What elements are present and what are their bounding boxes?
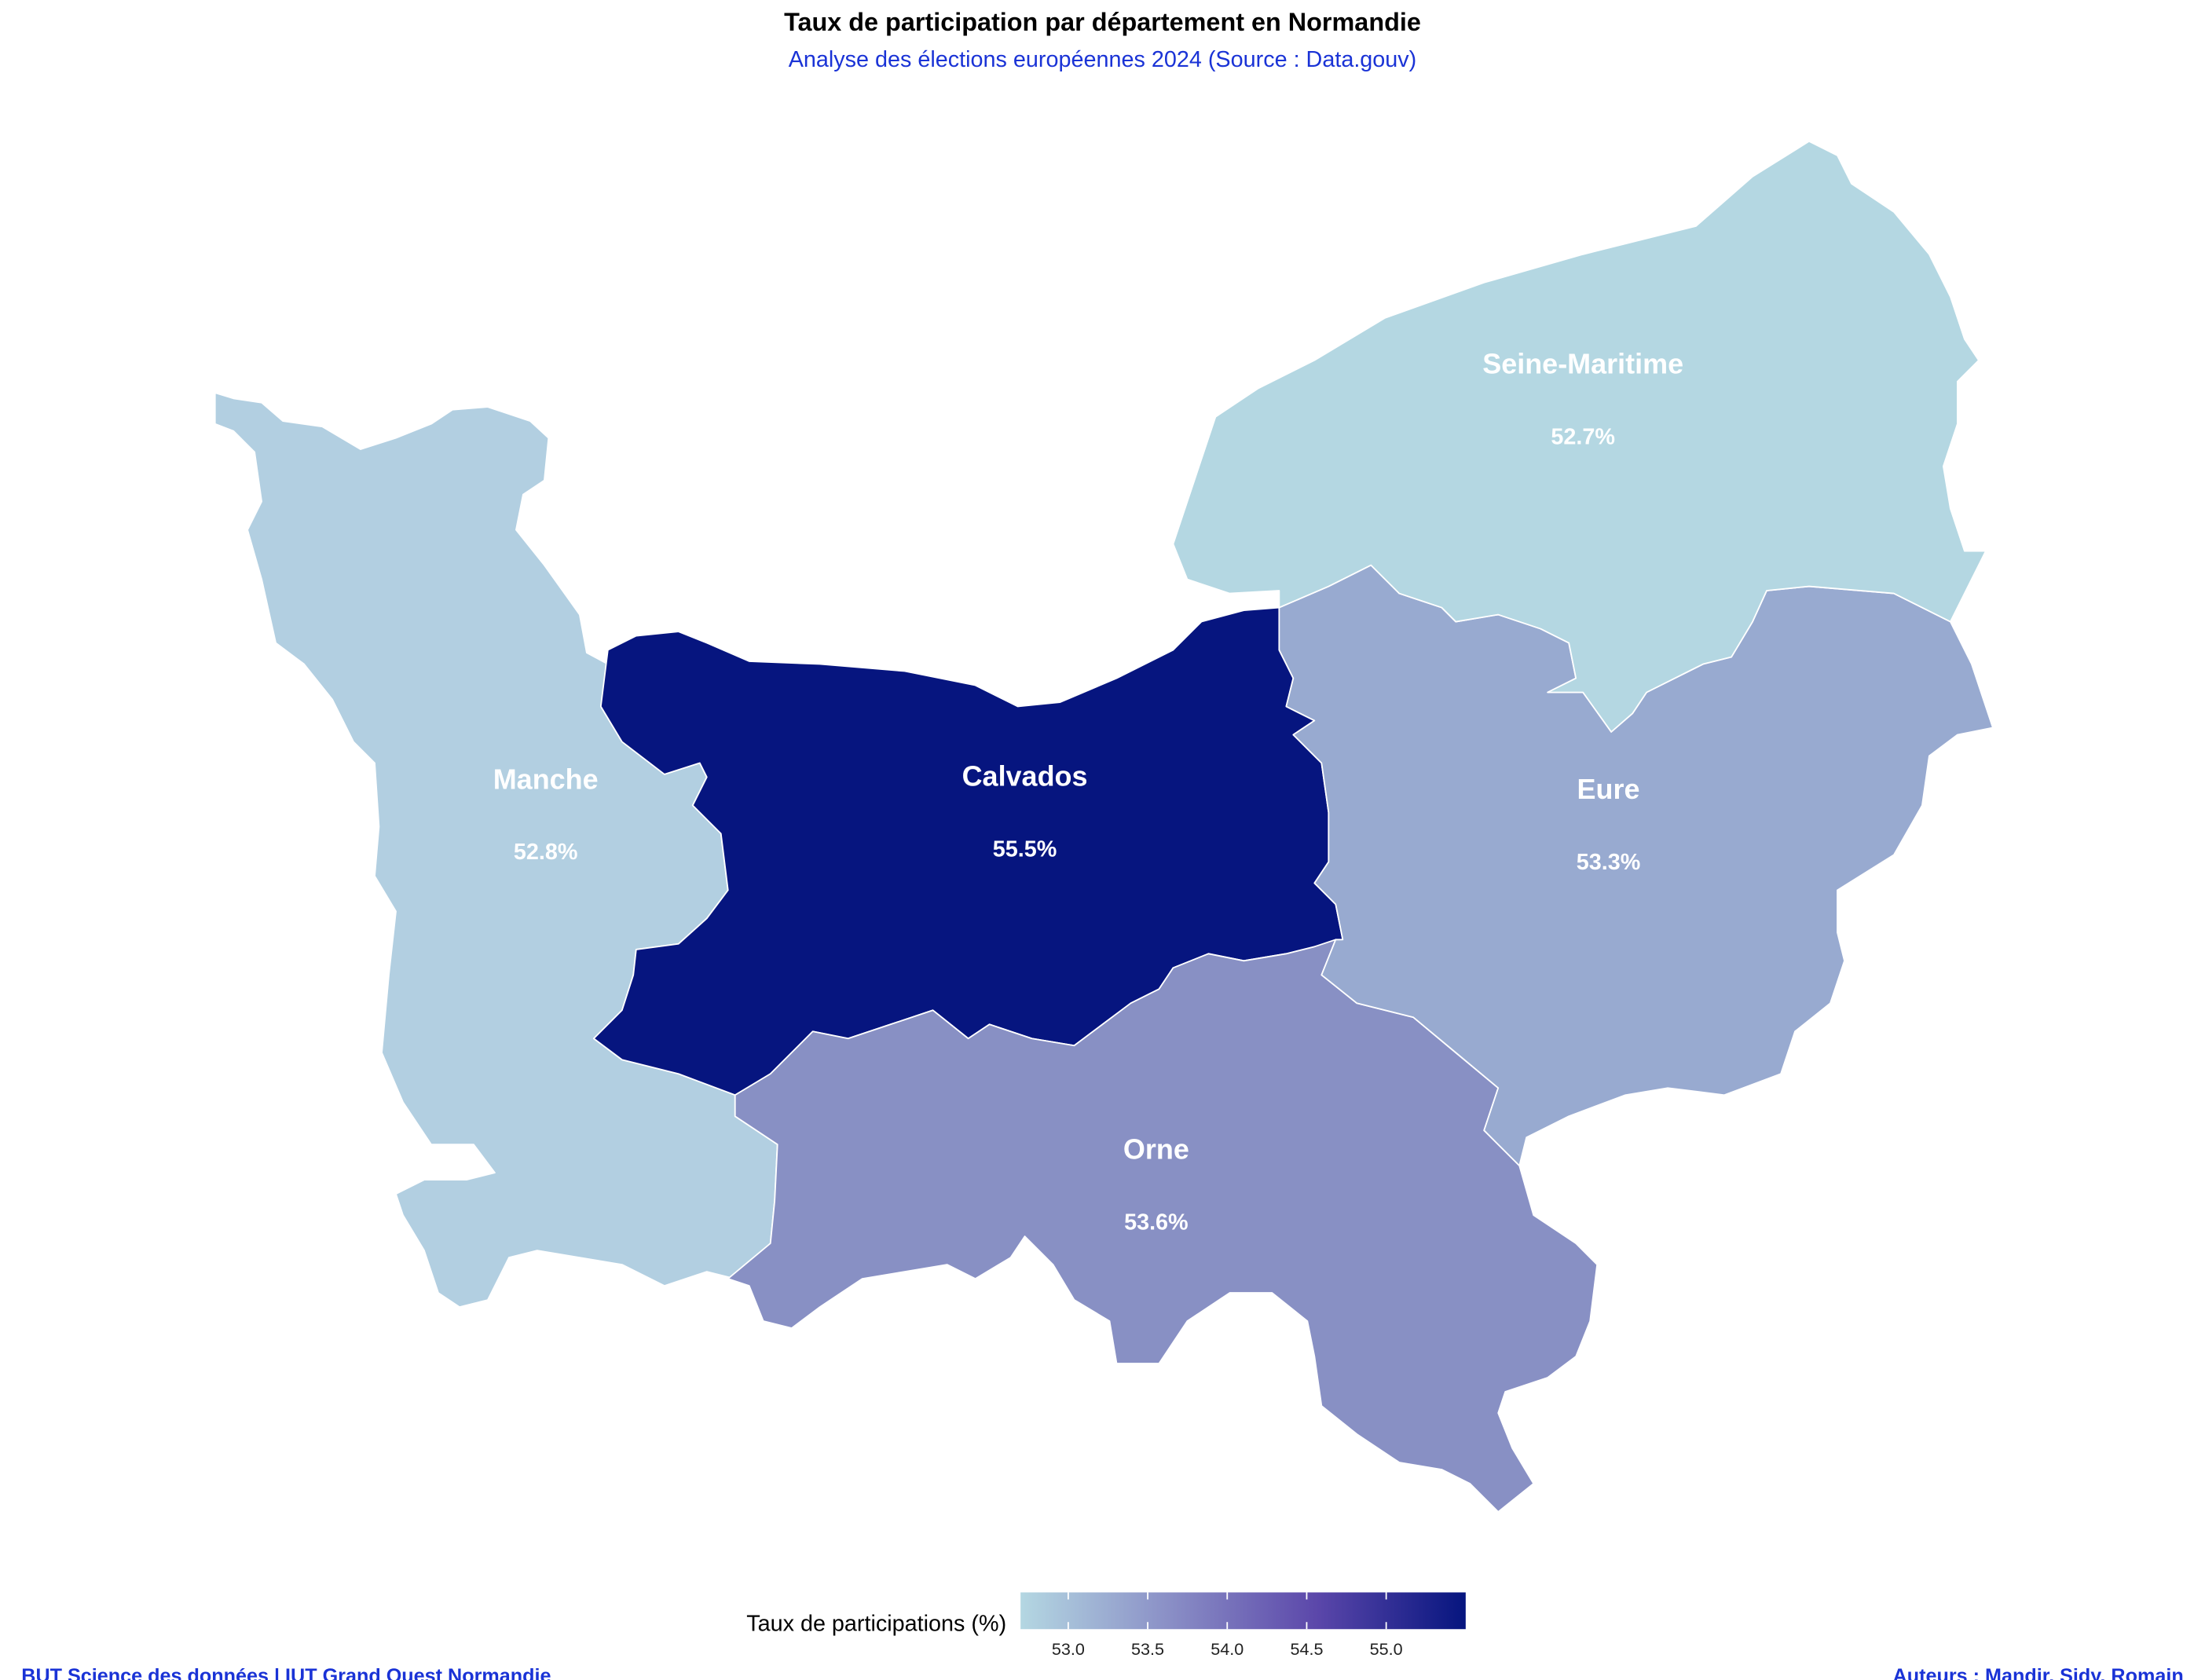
region-name: Calvados [962,760,1088,792]
region [214,392,778,1308]
region-value: 52.8% [514,840,578,865]
colorbar-tick-label: 53.0 [1052,1639,1085,1659]
region-name: Eure [1577,773,1640,805]
caption-right: Auteurs : Mandir, Sidy, Romain [1893,1665,2184,1680]
region [727,939,1599,1513]
colorbar [1020,1592,1466,1630]
colorbar-tick-label: 53.5 [1131,1639,1164,1659]
region-value: 52.7% [1551,424,1615,449]
legend-title: Taux de participations (%) [746,1611,1006,1636]
region-value: 55.5% [993,837,1057,862]
chart-subtitle: Analyse des élections européennes 2024 (… [789,47,1417,72]
colorbar-tick-label: 55.0 [1370,1639,1403,1659]
colorbar-tick-label: 54.5 [1290,1639,1323,1659]
region-labels: Manche 52.8% Calvados 55.5% Orne 53.6% Eure 53.… [493,347,1683,1235]
region-name: Orne [1123,1133,1189,1166]
region [1172,140,1987,733]
region-value: 53.6% [1124,1210,1189,1235]
colorbar-ticks: 53.0 53.5 54.0 54.5 55.0 [1052,1592,1403,1659]
region-name: Seine-Maritime [1482,347,1683,379]
region-value: 53.3% [1577,850,1641,875]
caption-left: BUT Science des données | IUT Grand Oues… [21,1665,551,1680]
colorbar-tick-label: 54.0 [1211,1639,1244,1659]
regions [214,140,1994,1513]
chart-title: Taux de participation par département en… [784,8,1421,36]
region-name: Manche [493,763,599,795]
